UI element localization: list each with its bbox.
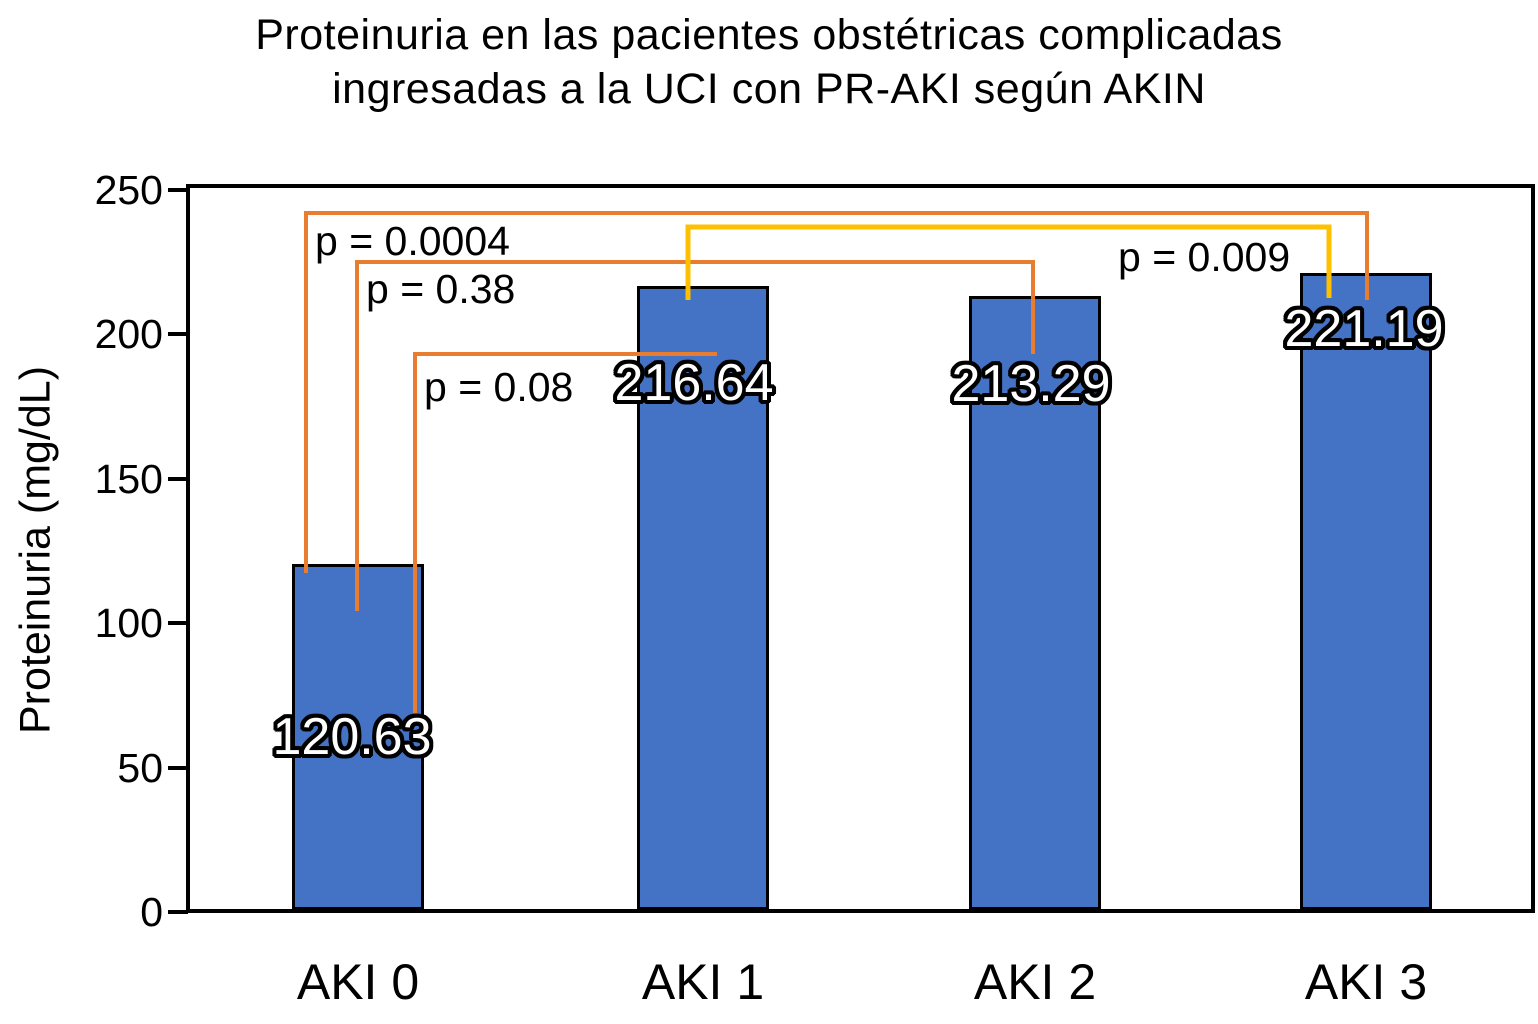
p-value-label: p = 0.38 [366, 266, 516, 312]
bar-value-label: 120.63 [272, 708, 432, 766]
y-tick-mark [168, 765, 188, 770]
y-axis-label: Proteinuria (mg/dL) [11, 365, 60, 735]
y-tick-label: 50 [117, 744, 163, 791]
y-tick-mark [168, 332, 188, 337]
x-axis-label-aki-2: AKI 2 [973, 954, 1097, 1010]
y-tick-mark [168, 621, 188, 626]
p-value-label: p = 0.009 [1118, 234, 1291, 280]
y-tick-label: 150 [94, 455, 163, 502]
chart-title: Proteinuria en las pacientes obstétricas… [0, 8, 1538, 116]
x-axis-label-aki-1: AKI 1 [641, 954, 765, 1010]
bar-aki-3 [1300, 273, 1432, 910]
bar-value-label: 213.29 [951, 355, 1111, 413]
p-value-label: p = 0.08 [424, 364, 574, 410]
y-tick-label: 200 [94, 311, 163, 358]
x-axis-label-aki-3: AKI 3 [1304, 954, 1428, 1010]
y-tick-label: 100 [94, 600, 163, 647]
y-tick-mark [168, 188, 188, 192]
y-tick-label: 0 [140, 889, 163, 935]
plot-area-frame [186, 184, 1535, 913]
y-tick-mark [168, 476, 188, 481]
p-value-label: p = 0.0004 [315, 218, 510, 264]
x-axis-label-aki-0: AKI 0 [296, 954, 420, 1010]
y-tick-mark [168, 910, 188, 914]
bar-value-label: 221.19 [1284, 300, 1444, 358]
chart-title-line1: Proteinuria en las pacientes obstétricas… [255, 11, 1283, 59]
bar-value-label: 216.64 [614, 354, 774, 412]
y-tick-label: 250 [94, 167, 163, 213]
chart-title-line2: ingresadas a la UCI con PR-AKI según AKI… [332, 65, 1206, 113]
